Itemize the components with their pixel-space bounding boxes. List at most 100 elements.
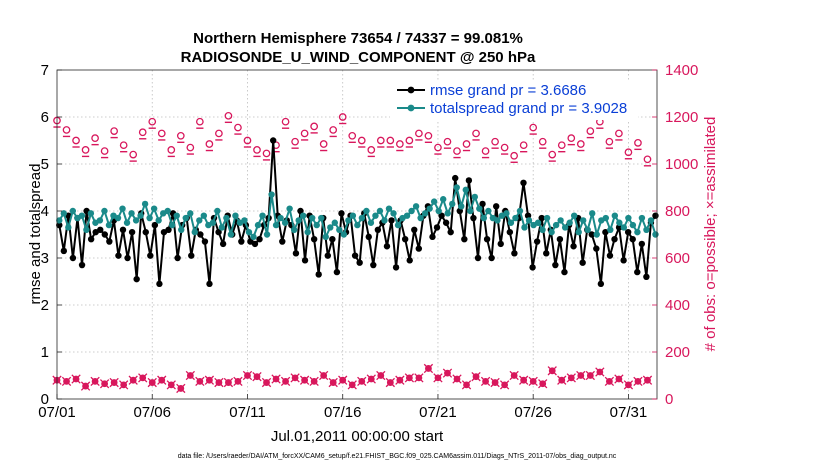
spread-point [87, 210, 95, 217]
spread-point [381, 217, 388, 224]
spread-point [602, 214, 609, 222]
spread-point [485, 207, 492, 215]
obs-assimilated-cross [452, 374, 462, 384]
y-tick-label: 4 [41, 203, 49, 220]
rmse-point [511, 250, 518, 257]
rmse-point [465, 177, 473, 184]
rmse-point [479, 200, 486, 208]
rmse-point [315, 271, 322, 278]
spread-point [580, 217, 587, 224]
legend-box [390, 80, 638, 120]
obs-possible-point [491, 137, 499, 146]
legend-rmse-label: rmse grand pr = 3.6686 [430, 82, 586, 99]
obs-possible-point [538, 137, 547, 146]
obs-assimilated-cross [90, 376, 100, 387]
series-layer [52, 111, 659, 394]
rmse-point [561, 268, 568, 276]
spread-point [552, 221, 560, 229]
obs-assimilated-cross [214, 377, 224, 388]
obs-possible-point [357, 136, 366, 145]
obs-assimilated-cross [242, 370, 253, 381]
spread-point [96, 217, 104, 224]
spread-point [295, 217, 302, 224]
rmse-point [606, 252, 614, 259]
spread-point [363, 207, 370, 215]
spread-point [322, 233, 329, 241]
spread-point [254, 221, 262, 229]
rmse-point [520, 179, 527, 186]
y2-tick-label: 800 [665, 203, 690, 220]
obs-possible-point [576, 140, 585, 148]
spread-point [245, 228, 253, 236]
rmse-point [87, 236, 95, 243]
spread-point [458, 203, 465, 210]
spread-point [507, 219, 515, 226]
obs-assimilated-cross [623, 380, 634, 390]
rmse-point [474, 254, 482, 262]
spread-point [616, 219, 623, 226]
x-tick-label: 07/06 [133, 404, 171, 421]
spread-point [516, 207, 524, 215]
spread-point [268, 191, 275, 198]
obs-assimilated-cross [299, 375, 310, 385]
obs-assimilated-cross [71, 374, 81, 384]
spread-point [593, 231, 600, 238]
spread-point [60, 210, 68, 217]
obs-possible-point [548, 150, 557, 159]
obs-assimilated-cross [385, 377, 395, 388]
spread-point [476, 205, 483, 212]
spread-point [309, 214, 316, 222]
obs-possible-point [481, 147, 490, 155]
spread-point [241, 217, 248, 224]
rmse-point [579, 259, 586, 266]
spread-point [277, 214, 284, 222]
rmse-point [165, 226, 172, 233]
y-tick-label: 0 [41, 391, 49, 408]
rmse-point [115, 252, 122, 259]
rmse-point [333, 268, 341, 276]
spread-point [561, 224, 569, 231]
spread-point [652, 231, 659, 238]
rmse-point [629, 236, 636, 243]
obs-possible-point [205, 140, 214, 148]
legend: rmse grand pr = 3.6686 totalspread grand… [390, 80, 638, 120]
obs-assimilated-cross [595, 367, 605, 377]
obs-assimilated-cross [271, 374, 281, 384]
rmse-point [133, 275, 140, 283]
rmse-point [506, 228, 514, 236]
legend-rmse-marker [407, 86, 415, 94]
data-file-footnote: data file: /Users/raeder/DAI/ATM_forcXX/… [178, 453, 617, 460]
obs-possible-point [462, 140, 471, 148]
rmse-point [297, 207, 304, 215]
obs-assimilated-cross [519, 375, 529, 385]
obs-assimilated-cross [642, 375, 653, 385]
rmse-point [415, 245, 423, 252]
obs-assimilated-cross [147, 377, 157, 388]
obs-possible-point [510, 151, 518, 160]
obs-possible-point [443, 137, 452, 146]
y2-tick-label: 1200 [665, 109, 698, 126]
spread-point [449, 200, 456, 208]
rmse-point [643, 273, 650, 280]
rmse-point [615, 224, 623, 231]
rmse-point [570, 243, 577, 250]
obs-assimilated-cross [195, 376, 205, 387]
spread-point [354, 221, 361, 229]
rmse-point [483, 236, 491, 243]
spread-point [426, 205, 433, 212]
rmse-point [338, 210, 345, 217]
obs-assimilated-cross [233, 376, 243, 387]
rmse-point [147, 252, 154, 259]
rmse-point [356, 259, 363, 266]
obs-possible-point [405, 136, 414, 145]
obs-possible-point [529, 123, 538, 132]
spread-point [467, 207, 474, 215]
spread-point [209, 219, 217, 226]
obs-assimilated-cross [471, 372, 481, 382]
y-tick-label: 1 [41, 344, 49, 361]
obs-assimilated-cross [290, 373, 300, 383]
rmse-point [442, 219, 450, 226]
obs-possible-point [376, 136, 385, 145]
spread-point [629, 221, 637, 229]
obs-assimilated-cross [461, 380, 472, 390]
